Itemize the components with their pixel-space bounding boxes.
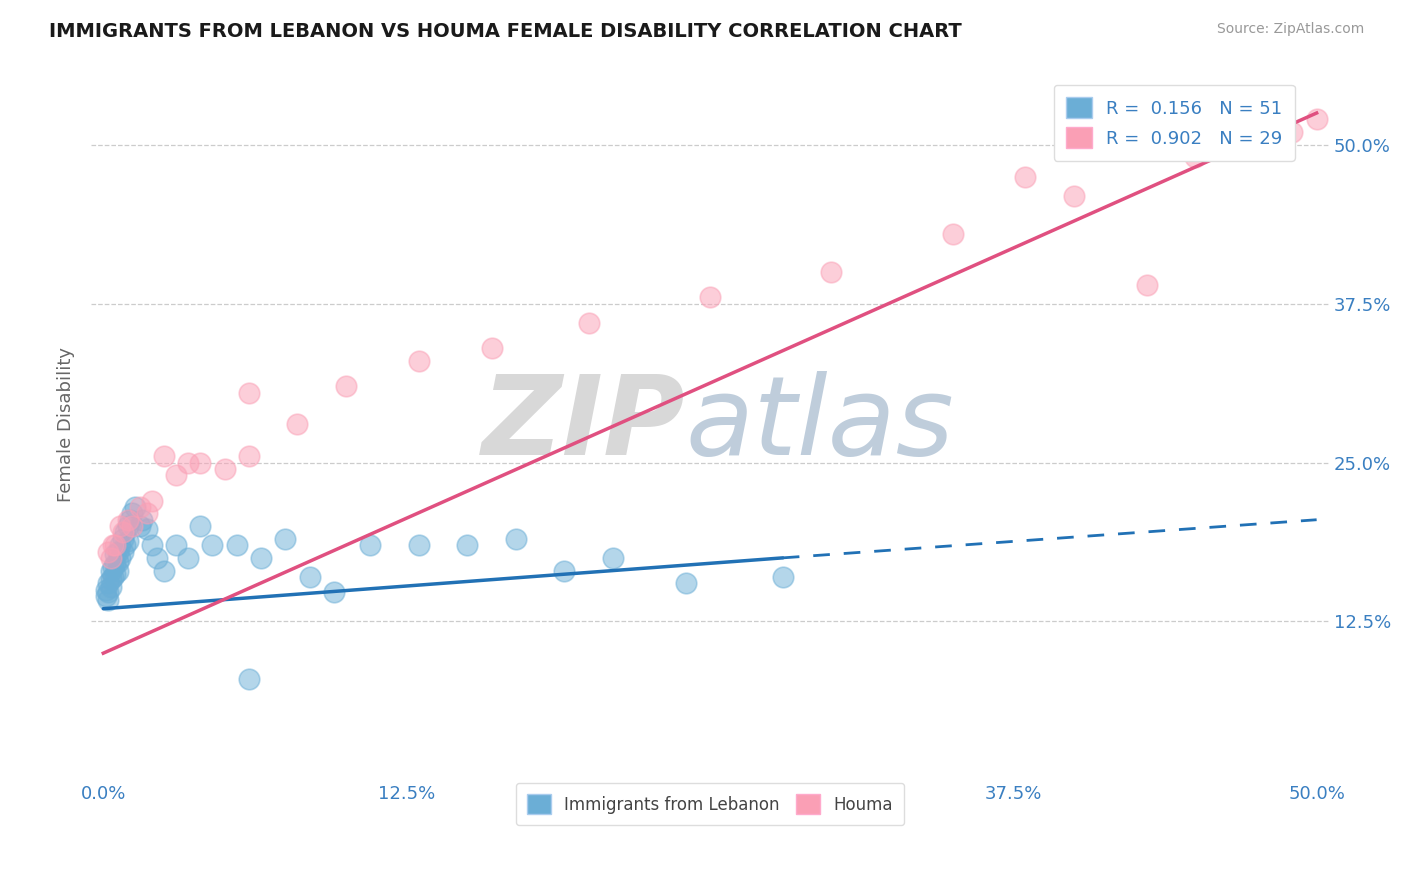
Point	[1305, 112, 1327, 127]
Point	[107, 544, 129, 558]
Point	[274, 532, 297, 546]
Point	[165, 538, 187, 552]
Point	[117, 534, 139, 549]
Y-axis label: Female Disability: Female Disability	[58, 347, 75, 502]
Point	[111, 525, 134, 540]
Point	[553, 564, 575, 578]
Point	[124, 500, 146, 514]
Point	[97, 576, 120, 591]
Text: Source: ZipAtlas.com: Source: ZipAtlas.com	[1216, 22, 1364, 37]
Point	[107, 564, 129, 578]
Point	[111, 544, 134, 558]
Point	[114, 525, 136, 540]
Point	[298, 570, 321, 584]
Point	[136, 522, 159, 536]
Point	[225, 538, 247, 552]
Point	[104, 538, 127, 552]
Point	[335, 379, 357, 393]
Point	[165, 468, 187, 483]
Point	[114, 538, 136, 552]
Point	[97, 592, 120, 607]
Point	[101, 559, 124, 574]
Point	[675, 576, 697, 591]
Point	[322, 585, 344, 599]
Point	[505, 532, 527, 546]
Point	[121, 507, 143, 521]
Point	[772, 570, 794, 584]
Point	[141, 493, 163, 508]
Point	[118, 513, 141, 527]
Point	[111, 532, 134, 546]
Point	[110, 550, 132, 565]
Point	[456, 538, 478, 552]
Point	[107, 555, 129, 569]
Point	[250, 550, 273, 565]
Point	[214, 462, 236, 476]
Point	[100, 550, 122, 565]
Point	[100, 564, 122, 578]
Point	[117, 513, 139, 527]
Point	[578, 316, 600, 330]
Point	[188, 519, 211, 533]
Point	[136, 507, 159, 521]
Text: atlas: atlas	[685, 371, 953, 478]
Point	[101, 538, 124, 552]
Point	[128, 500, 150, 514]
Point	[177, 550, 200, 565]
Point	[100, 580, 122, 594]
Point	[408, 538, 430, 552]
Point	[287, 417, 309, 432]
Point	[145, 550, 167, 565]
Point	[1136, 277, 1159, 292]
Point	[117, 519, 139, 533]
Point	[97, 585, 120, 599]
Point	[104, 547, 127, 561]
Point	[141, 538, 163, 552]
Point	[104, 567, 127, 582]
Point	[110, 519, 132, 533]
Point	[188, 456, 211, 470]
Point	[1063, 188, 1085, 202]
Point	[942, 227, 965, 241]
Point	[121, 519, 143, 533]
Point	[359, 538, 381, 552]
Point	[602, 550, 624, 565]
Point	[104, 558, 127, 572]
Point	[128, 519, 150, 533]
Legend: Immigrants from Lebanon, Houma: Immigrants from Lebanon, Houma	[516, 783, 904, 825]
Point	[110, 538, 132, 552]
Point	[1184, 151, 1206, 165]
Point	[238, 385, 260, 400]
Point	[177, 456, 200, 470]
Point	[100, 573, 122, 587]
Point	[238, 672, 260, 686]
Point	[1014, 169, 1036, 184]
Point	[153, 449, 176, 463]
Point	[94, 589, 117, 603]
Point	[1281, 125, 1303, 139]
Text: ZIP: ZIP	[482, 371, 685, 478]
Point	[101, 570, 124, 584]
Text: IMMIGRANTS FROM LEBANON VS HOUMA FEMALE DISABILITY CORRELATION CHART: IMMIGRANTS FROM LEBANON VS HOUMA FEMALE …	[49, 22, 962, 41]
Point	[153, 564, 176, 578]
Point	[94, 582, 117, 597]
Point	[408, 354, 430, 368]
Point	[699, 290, 721, 304]
Point	[820, 265, 842, 279]
Point	[131, 513, 153, 527]
Point	[97, 544, 120, 558]
Point	[201, 538, 224, 552]
Point	[481, 341, 503, 355]
Point	[238, 449, 260, 463]
